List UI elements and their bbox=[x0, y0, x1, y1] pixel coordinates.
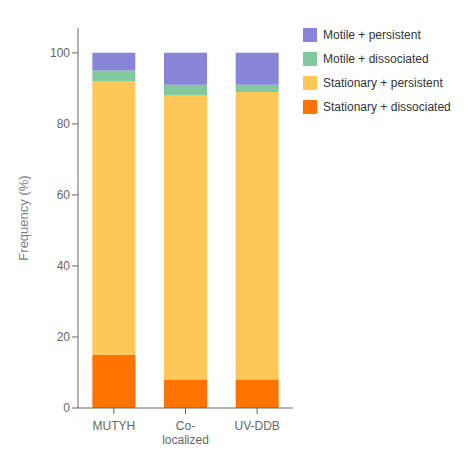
svg-text:60: 60 bbox=[57, 188, 71, 202]
html-text:Stationary + persistent: Stationary + persistent bbox=[323, 76, 443, 90]
svg-text:80: 80 bbox=[57, 117, 71, 131]
svg-text:Co-localized: Co-localized bbox=[162, 419, 209, 447]
svg-text:0: 0 bbox=[63, 401, 70, 415]
html-text:Motile + persistent: Motile + persistent bbox=[323, 28, 421, 42]
svg-text:MUTYH: MUTYH bbox=[92, 419, 135, 433]
svg-text:100: 100 bbox=[50, 46, 70, 60]
svg-text:Frequency (%): Frequency (%) bbox=[16, 175, 31, 260]
svg-text:20: 20 bbox=[57, 330, 71, 344]
svg-text:UV-DDB: UV-DDB bbox=[234, 419, 279, 433]
html-text:Motile + dissociated: Motile + dissociated bbox=[323, 52, 429, 66]
html-text:Stationary + dissociated: Stationary + dissociated bbox=[323, 100, 451, 114]
svg-text:40: 40 bbox=[57, 259, 71, 273]
